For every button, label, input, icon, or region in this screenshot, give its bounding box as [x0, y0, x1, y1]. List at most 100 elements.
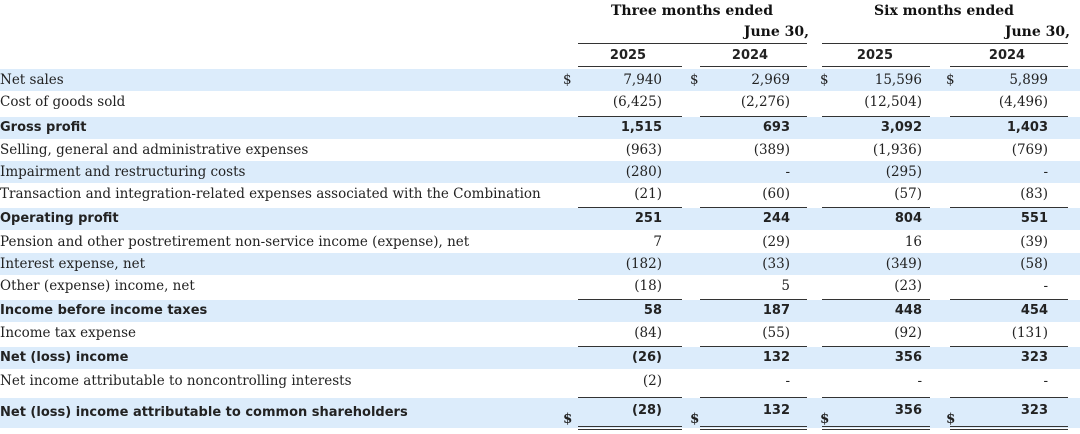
row-label: Gross profit — [0, 120, 87, 135]
table-row: Cost of goods sold (6,425) (2,276) (12,504)… — [0, 91, 1080, 113]
table-row: Net income attributable to noncontrollin… — [0, 370, 1080, 392]
cell-value: (33) — [762, 256, 790, 272]
cell-value: (1,936) — [872, 142, 922, 158]
subtotal-rule — [950, 299, 1068, 300]
cell-value: 2,969 — [751, 72, 790, 88]
total-double-rule — [822, 426, 930, 427]
cell-value: (55) — [762, 325, 790, 341]
currency-sign: $ — [820, 72, 829, 88]
year-underline-3 — [822, 66, 930, 67]
currency-sign: $ — [946, 411, 956, 427]
subtotal-rule — [822, 116, 930, 117]
currency-sign: $ — [946, 72, 955, 88]
cell-value: 454 — [1020, 303, 1048, 318]
subtotal-rule — [950, 207, 1068, 208]
row-label: Other (expense) income, net — [0, 278, 195, 294]
cell-value: (131) — [1011, 325, 1048, 341]
row-label: Net income attributable to noncontrollin… — [0, 373, 352, 389]
table-row: Pension and other postretirement non-ser… — [0, 231, 1080, 253]
row-label: Net (loss) income attributable to common… — [0, 405, 408, 420]
total-double-rule — [700, 429, 807, 430]
row-label: Transaction and integration-related expe… — [0, 186, 541, 202]
cell-value: (23) — [894, 278, 922, 294]
cell-value: 356 — [894, 350, 922, 365]
cell-value: (389) — [753, 142, 790, 158]
cell-value: (28) — [632, 403, 662, 418]
col-2024-six-months: 2024 — [988, 48, 1026, 63]
cell-value: 7 — [653, 234, 662, 250]
cell-value: 187 — [762, 303, 790, 318]
cell-value: - — [1043, 278, 1048, 294]
subtotal-rule — [578, 397, 682, 398]
cell-value: 5 — [781, 278, 790, 294]
cell-value: 356 — [894, 403, 922, 418]
three-months-header-line2: June 30, — [743, 24, 809, 40]
subtotal-rule — [950, 116, 1068, 117]
row-label: Pension and other postretirement non-ser… — [0, 234, 470, 250]
subtotal-rule — [700, 299, 807, 300]
currency-sign: $ — [563, 411, 573, 427]
table-row: Selling, general and administrative expe… — [0, 139, 1080, 161]
cell-value: (4,496) — [998, 94, 1048, 110]
subtotal-rule — [700, 346, 807, 347]
cell-value: 132 — [762, 350, 790, 365]
cell-value: 15,596 — [874, 72, 922, 88]
subtotal-rule — [578, 207, 682, 208]
cell-value: (349) — [885, 256, 922, 272]
cell-value: 244 — [762, 211, 790, 226]
group1-underline — [578, 43, 807, 44]
total-double-rule — [950, 429, 1068, 430]
cell-value: 58 — [643, 303, 662, 318]
currency-sign: $ — [820, 411, 830, 427]
cell-value: (963) — [625, 142, 662, 158]
cell-value: - — [785, 373, 790, 389]
cell-value: (6,425) — [612, 94, 662, 110]
cell-value: (12,504) — [864, 94, 922, 110]
cell-value: (83) — [1020, 186, 1048, 202]
subtotal-rule — [700, 397, 807, 398]
row-label: Selling, general and administrative expe… — [0, 142, 309, 158]
col-2025-three-months: 2025 — [609, 48, 647, 63]
year-underline-1 — [578, 66, 682, 67]
total-double-rule — [822, 429, 930, 430]
col-2025-six-months: 2025 — [856, 48, 894, 63]
table-row: Interest expense, net (182) (33) (349) (58) — [0, 253, 1080, 275]
col-2024-three-months: 2024 — [731, 48, 769, 63]
total-double-rule — [700, 426, 807, 427]
cell-value: (769) — [1011, 142, 1048, 158]
group2-underline — [822, 43, 1068, 44]
table-row: Impairment and restructuring costs (280) -… — [0, 161, 1080, 183]
currency-sign: $ — [690, 72, 699, 88]
cell-value: 1,515 — [620, 120, 662, 135]
six-months-header-line1: Six months ended — [874, 3, 1014, 19]
table-row: Other (expense) income, net (18) 5 (23) - — [0, 275, 1080, 297]
cell-value: (280) — [625, 164, 662, 180]
cell-value: (21) — [634, 186, 662, 202]
table-row: Gross profit 1,515 693 3,092 1,403 — [0, 117, 1080, 139]
cell-value: - — [1043, 164, 1048, 180]
table-row: Net (loss) income (26) 132 356 323 — [0, 347, 1080, 369]
cell-value: (92) — [894, 325, 922, 341]
cell-value: (39) — [1020, 234, 1048, 250]
cell-value: (29) — [762, 234, 790, 250]
row-label: Operating profit — [0, 211, 119, 226]
cell-value: (26) — [632, 350, 662, 365]
year-underline-2 — [700, 66, 807, 67]
subtotal-rule — [822, 397, 930, 398]
cell-value: 132 — [762, 403, 790, 418]
subtotal-rule — [700, 207, 807, 208]
currency-sign: $ — [563, 72, 572, 88]
cell-value: (18) — [634, 278, 662, 294]
subtotal-rule — [700, 116, 807, 117]
cell-value: - — [785, 164, 790, 180]
subtotal-rule — [822, 207, 930, 208]
three-months-header-line1: Three months ended — [611, 3, 773, 19]
cell-value: 16 — [904, 234, 922, 250]
subtotal-rule — [578, 299, 682, 300]
table-row: Net sales $ $ $ $7,940 2,969 15,596 5,899 — [0, 69, 1080, 91]
row-label: Net sales — [0, 72, 64, 88]
cell-value: 3,092 — [880, 120, 922, 135]
cell-value: (2,276) — [740, 94, 790, 110]
subtotal-rule — [578, 116, 682, 117]
